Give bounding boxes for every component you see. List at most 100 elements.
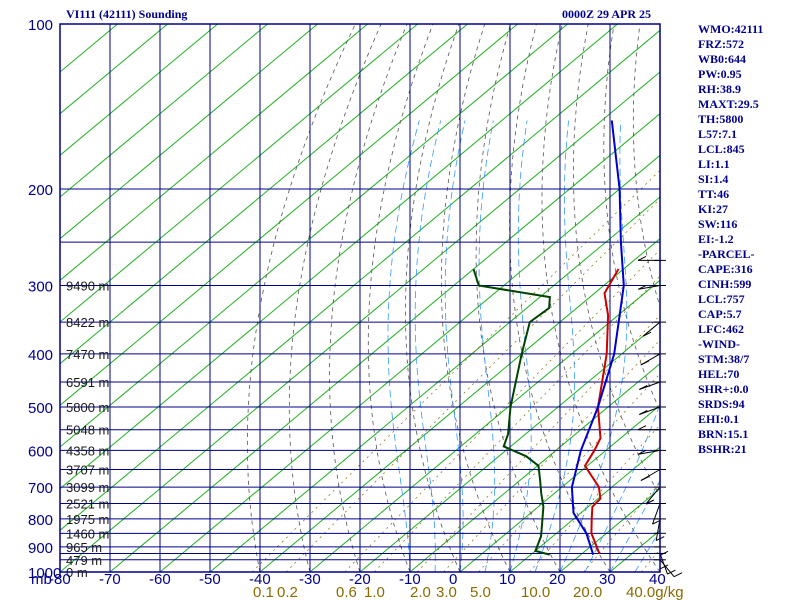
moist-adiabat (509, 120, 532, 572)
wind-barb-flag (640, 360, 650, 366)
isotherm-line (60, 24, 618, 490)
height-label: 0 m (66, 565, 88, 580)
temperature-tick-label: -10 (399, 571, 421, 588)
moist-adiabat (478, 120, 496, 572)
height-label: 4358 m (66, 443, 109, 458)
index-item: EI:-1.2 (698, 232, 734, 246)
isotherm-line (109, 113, 660, 572)
mixing-ratio-label: 0.2 (277, 584, 298, 600)
moist-adiabat (444, 120, 466, 572)
temperature-tick-label: -60 (149, 571, 171, 588)
index-item: FRZ:572 (698, 37, 744, 51)
height-label: 8422 m (66, 315, 109, 330)
wind-barb (639, 406, 666, 415)
sounding-time: 0000Z 29 APR 25 (562, 7, 652, 21)
index-item: EHI:0.1 (698, 412, 740, 426)
index-item: LCL:845 (698, 142, 745, 156)
isotherm-line (60, 24, 268, 198)
index-item: -PARCEL- (698, 247, 755, 261)
isotherm-line (509, 446, 660, 572)
index-item: SW:116 (698, 217, 738, 231)
index-item: LI:1.1 (698, 157, 730, 171)
wind-barb-staff (642, 321, 661, 337)
isotherm-line (60, 24, 518, 406)
mixing-ratio-label: 0.1 (253, 584, 274, 600)
wind-barb-flag (639, 385, 648, 390)
pressure-tick-label: 200 (28, 182, 53, 199)
height-label: 9490 m (66, 278, 109, 293)
wind-barb-flag (642, 331, 652, 337)
height-label: 479 m (66, 553, 102, 568)
height-label: 3099 m (66, 480, 109, 495)
pressure-tick-label: 600 (28, 443, 53, 460)
temperature-tick-label: -80 (49, 571, 71, 588)
dry-adiabat (795, 24, 800, 572)
index-item: BRN:15.1 (698, 427, 749, 441)
pressure-tick-label: 100 (28, 17, 53, 34)
pressure-tick-label: 1000 (28, 565, 61, 582)
pressure-tick-label: 900 (28, 540, 53, 557)
temperature-tick-label: 10 (499, 571, 516, 588)
mixing-ratio-line (583, 482, 660, 572)
index-item: CAP:5.7 (698, 307, 742, 321)
isotherm-line (60, 24, 368, 281)
wind-barb (642, 321, 666, 337)
dewpoint-line (472, 268, 551, 556)
height-label: 2521 m (66, 497, 109, 512)
pressure-tick-label: 400 (28, 347, 53, 364)
index-item: HEL:70 (698, 367, 740, 381)
mixing-ratio-label: 0.6 (336, 584, 357, 600)
temperature-tick-label: 40 (649, 571, 666, 588)
height-label: 7470 m (66, 347, 109, 362)
wind-barb-flag (640, 476, 650, 481)
mixing-ratio-label: 20.0 (573, 584, 602, 600)
index-item: MAXT:29.5 (698, 97, 759, 111)
grid-layer (60, 24, 800, 572)
isotherm-line (459, 404, 660, 572)
index-item: LFC:462 (698, 322, 744, 336)
temperature-tick-label: -40 (249, 571, 271, 588)
dry-adiabat (573, 24, 660, 497)
dry-adiabat (405, 24, 461, 572)
isotherm-line (359, 321, 660, 572)
moist-adiabat (559, 120, 628, 572)
index-item: BSHR:21 (698, 442, 747, 456)
wind-barb (640, 353, 666, 366)
mixing-ratio-label: 40.0g/kg (626, 584, 684, 600)
moist-adiabat (584, 403, 660, 572)
height-label: 6591 m (66, 375, 109, 390)
wind-barb-staff (659, 559, 675, 578)
isotherm-line (60, 24, 318, 240)
index-item: CAPE:316 (698, 262, 753, 276)
index-item: WMO:42111 (698, 22, 764, 36)
height-label: 1975 m (66, 512, 109, 527)
temperature-tick-label: -70 (99, 571, 121, 588)
parcel-line (570, 120, 625, 556)
pressure-tick-label: 700 (28, 480, 53, 497)
pressure-tick-label: 800 (28, 512, 53, 529)
index-item: -WIND- (698, 337, 740, 351)
height-label: 3707 m (66, 462, 109, 477)
isotherm-line (309, 279, 660, 572)
plot-frame (59, 23, 661, 573)
mixing-ratio-label: 1.0 (364, 584, 385, 600)
temperature-tick-label: -50 (199, 571, 221, 588)
moist-adiabat (387, 120, 420, 572)
height-label: 5800 m (66, 400, 109, 415)
isotherm-line (559, 488, 660, 572)
wind-barb-flag (659, 564, 669, 570)
height-label: 5048 m (66, 423, 109, 438)
moist-adiabat (534, 120, 575, 572)
height-label: 1460 m (66, 526, 109, 541)
pressure-tick-label: 300 (28, 278, 53, 295)
temperature-tick-label: 0 (449, 571, 457, 588)
height-label: 965 m (66, 540, 102, 555)
sounding-title: VI111 (42111) Sounding (66, 7, 188, 21)
index-item: CINH:599 (698, 277, 752, 291)
temperature-tick-label: 30 (599, 571, 616, 588)
index-item: PW:0.95 (698, 67, 742, 81)
temperature-tick-label: -20 (349, 571, 371, 588)
index-item: WB0:644 (698, 52, 746, 66)
wind-barb-flag (638, 284, 647, 290)
index-item: TH:5800 (698, 112, 744, 126)
